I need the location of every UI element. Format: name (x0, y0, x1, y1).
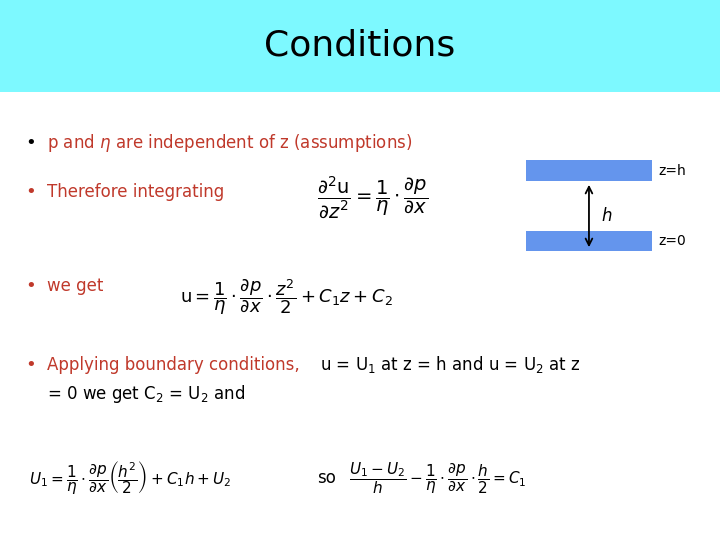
Bar (526, 231, 652, 251)
Text: •: • (25, 183, 36, 201)
Text: = 0 we get C$_2$ = U$_2$ and: = 0 we get C$_2$ = U$_2$ and (47, 383, 245, 405)
Text: •: • (25, 277, 36, 295)
Text: p and $\eta$ are independent of z (assumptions): p and $\eta$ are independent of z (assum… (47, 132, 412, 154)
Text: Conditions: Conditions (264, 29, 456, 63)
Text: $\dfrac{U_1 - U_2}{h} - \dfrac{1}{\eta} \cdot \dfrac{\partial p}{\partial x} \cd: $\dfrac{U_1 - U_2}{h} - \dfrac{1}{\eta} … (349, 460, 527, 496)
Bar (526, 160, 652, 181)
Text: $\mathrm{u} = \dfrac{1}{\eta} \cdot \dfrac{\partial p}{\partial x} \cdot \dfrac{: $\mathrm{u} = \dfrac{1}{\eta} \cdot \dfr… (180, 277, 392, 317)
Text: Applying boundary conditions,: Applying boundary conditions, (47, 355, 300, 374)
Bar (0, 0, 720, 92)
Text: z=0: z=0 (659, 234, 687, 248)
Text: h: h (601, 207, 612, 225)
Text: we get: we get (47, 277, 103, 295)
Text: u = U$_1$ at z = h and u = U$_2$ at z: u = U$_1$ at z = h and u = U$_2$ at z (320, 354, 581, 375)
Text: $\dfrac{\partial^2\mathrm{u}}{\partial z^2} = \dfrac{1}{\eta} \cdot \dfrac{\part: $\dfrac{\partial^2\mathrm{u}}{\partial z… (317, 174, 428, 220)
Text: so: so (317, 469, 336, 487)
Text: •: • (25, 355, 36, 374)
Text: z=h: z=h (659, 164, 687, 178)
Text: •: • (25, 134, 36, 152)
Text: Therefore integrating: Therefore integrating (47, 183, 224, 201)
Text: $U_1 = \dfrac{1}{\eta} \cdot \dfrac{\partial p}{\partial x} \left(\dfrac{h^2}{2}: $U_1 = \dfrac{1}{\eta} \cdot \dfrac{\par… (29, 460, 231, 496)
